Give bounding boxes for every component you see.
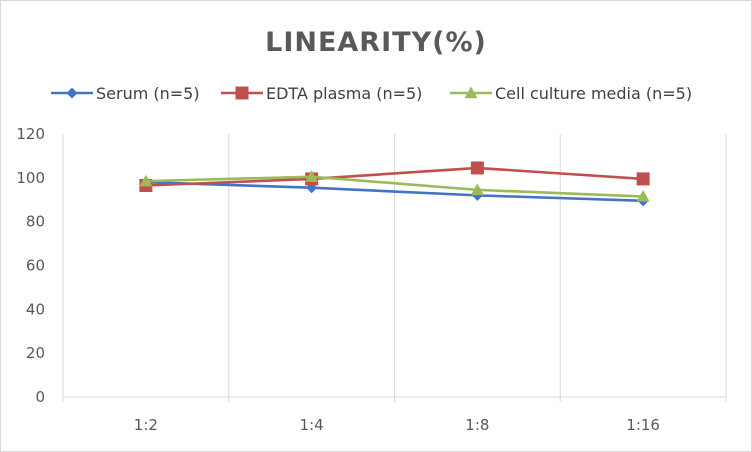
legend-label: Serum (n=5) [96,84,200,103]
x-axis: 1:2 1:4 1:8 1:16 [134,416,660,434]
y-tick-label: 20 [26,344,45,362]
data-point [636,172,650,186]
chart-title: LINEARITY(%) [265,27,487,58]
data-point [470,183,484,196]
y-tick-label: 100 [16,169,45,187]
legend-label: Cell culture media (n=5) [495,84,692,103]
data-point [305,170,319,182]
legend-marker [66,87,78,99]
data-point [470,161,484,175]
y-tick-label: 0 [35,388,45,406]
y-axis: 0 20 40 60 80 100 120 [16,125,45,406]
data-point [636,189,650,202]
series-2 [139,170,650,202]
series-line [145,180,644,203]
x-tick-label: 1:8 [465,416,489,434]
legend-label: EDTA plasma (n=5) [266,84,422,103]
legend-marker [464,86,478,99]
legend-item: Serum (n=5) [51,84,200,103]
y-tick-label: 80 [26,213,45,231]
legend-item: EDTA plasma (n=5) [221,84,422,103]
series-line [145,175,644,198]
data-point [139,174,153,187]
x-tick-label: 1:4 [300,416,324,434]
x-tick-label: 1:2 [134,416,158,434]
legend-item: Cell culture media (n=5) [450,84,692,103]
y-tick-label: 40 [26,300,45,318]
legend: Serum (n=5) EDTA plasma (n=5) Cell culture… [51,84,692,103]
legend-marker [235,86,249,100]
series-group [139,161,650,207]
series-line [145,166,644,187]
y-tick-label: 120 [16,125,45,143]
x-tick-label: 1:16 [626,416,660,434]
y-tick-label: 60 [26,257,45,275]
